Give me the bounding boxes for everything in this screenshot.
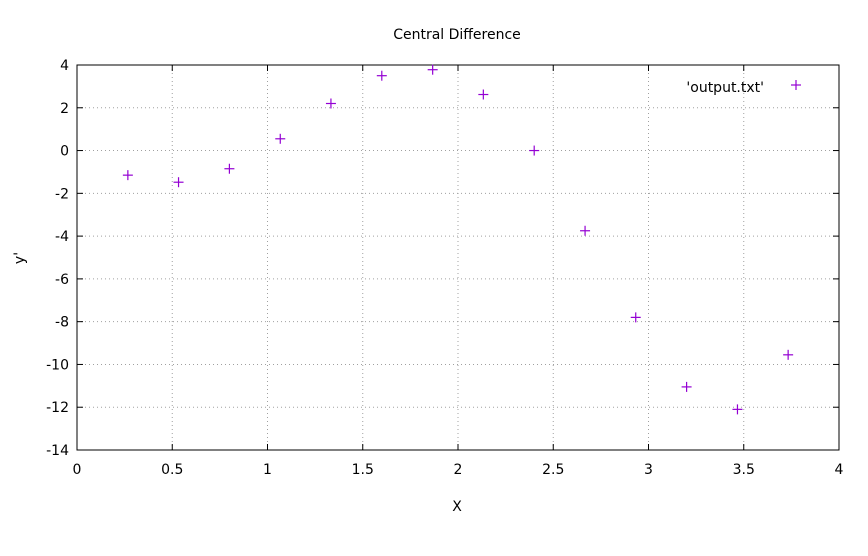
- y-tick-label: -2: [55, 186, 69, 202]
- y-tick-label: -14: [46, 443, 69, 459]
- legend-plus-marker: [791, 80, 801, 90]
- y-tick-label: -4: [55, 229, 69, 245]
- data-point: [427, 64, 438, 75]
- x-tick-labels: 0 0.5 1 1.5 2 2.5 3 3.5 4: [73, 462, 844, 478]
- x-tick-label: 3: [644, 462, 653, 478]
- data-point: [173, 177, 184, 188]
- x-tick-label: 2: [454, 462, 463, 478]
- y-tick-label: -6: [55, 272, 69, 288]
- legend-label: 'output.txt': [686, 80, 764, 96]
- data-points: [122, 64, 794, 415]
- y-tick-label: -10: [46, 357, 69, 373]
- data-point: [325, 98, 336, 109]
- chart-title: Central Difference: [393, 27, 521, 43]
- data-point: [630, 312, 641, 323]
- data-point: [275, 133, 286, 144]
- data-point: [732, 404, 743, 415]
- y-tick-labels: -14 -12 -10 -8 -6 -4 -2 0 2 4: [46, 58, 69, 459]
- x-tick-label: 0: [73, 462, 82, 478]
- data-point: [783, 349, 794, 360]
- y-tick-label: -8: [55, 315, 69, 331]
- data-point: [376, 70, 387, 81]
- data-point: [122, 170, 133, 181]
- x-tick-label: 0.5: [161, 462, 183, 478]
- data-point: [681, 381, 692, 392]
- legend-marker: [791, 80, 801, 90]
- x-tick-label: 4: [835, 462, 844, 478]
- grid-lines: [77, 65, 839, 450]
- data-point: [224, 163, 235, 174]
- data-point: [580, 225, 591, 236]
- y-tick-label: -12: [46, 400, 69, 416]
- data-point: [529, 145, 540, 156]
- x-tick-label: 1: [263, 462, 272, 478]
- y-tick-label: 4: [60, 58, 69, 74]
- axis-ticks: [76, 64, 840, 451]
- x-axis-label: X: [452, 499, 462, 515]
- x-tick-label: 2.5: [542, 462, 564, 478]
- legend: 'output.txt': [686, 80, 801, 96]
- data-point: [478, 89, 489, 100]
- y-tick-label: 2: [60, 101, 69, 117]
- x-tick-label: 1.5: [352, 462, 374, 478]
- y-tick-label: 0: [60, 144, 69, 160]
- x-tick-label: 3.5: [733, 462, 755, 478]
- y-axis-label: y': [12, 252, 28, 264]
